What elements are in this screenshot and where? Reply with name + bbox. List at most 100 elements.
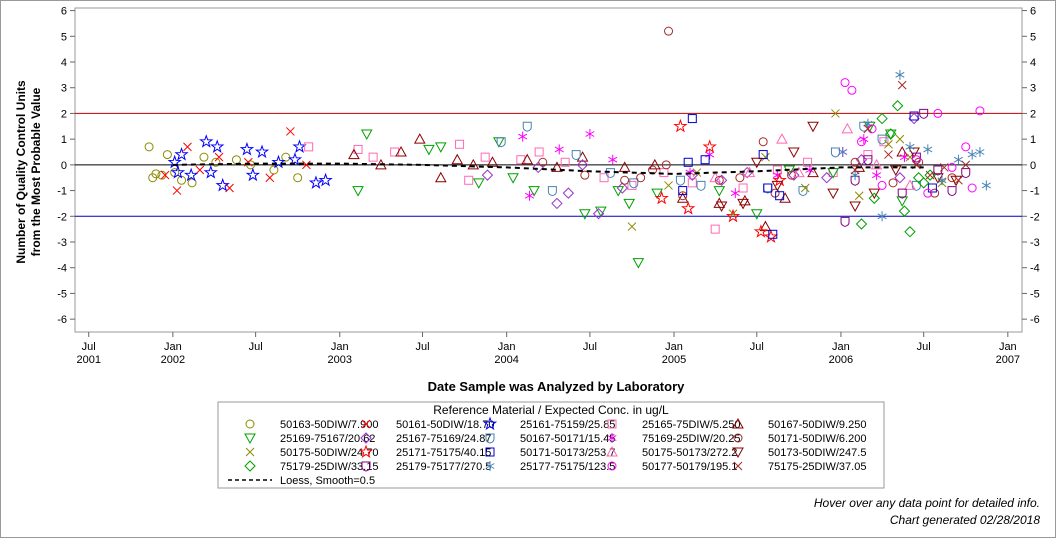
data-point: [803, 157, 813, 167]
data-point: [827, 188, 839, 200]
data-point: [629, 178, 639, 189]
data-point: [919, 108, 929, 119]
data-point: [924, 169, 936, 181]
legend-entry-label: 50167-50DIW/9.250: [768, 419, 866, 431]
data-point: [975, 147, 985, 157]
y-tick-label-right: 2: [1030, 108, 1036, 120]
data-point: [930, 188, 940, 198]
data-point: [413, 133, 426, 144]
data-point: [840, 78, 850, 88]
y-tick-label-right: 6: [1030, 6, 1036, 18]
data-point: [467, 158, 480, 170]
x-tick-label: Jul: [249, 341, 263, 353]
data-point: [855, 154, 868, 166]
x-tick-label: Jan: [832, 341, 850, 353]
legend: 50163-50DIW/7.900 50161-50DIW/18.70 25161-…: [217, 401, 885, 489]
data-point: [683, 157, 693, 167]
data-point: [884, 139, 893, 149]
data-point: [895, 69, 905, 80]
legend-marker: [607, 433, 617, 443]
data-point: [580, 170, 590, 180]
x-tick-year-label: 2007: [996, 354, 1020, 366]
data-point: [160, 170, 170, 180]
y-tick-label-right: 0: [1030, 160, 1036, 172]
data-point: [954, 175, 963, 185]
data-point: [592, 208, 605, 220]
data-point: [879, 137, 889, 147]
data-point: [676, 192, 689, 203]
legend-entry-label: 50163-50DIW/7.900: [280, 419, 378, 431]
data-point: [664, 26, 674, 36]
data-point: [481, 169, 494, 181]
data-point: [967, 149, 977, 160]
data-point: [151, 169, 161, 179]
legend-entry-label: 50167-50171/15.45: [520, 433, 615, 445]
x-tick-label: Jan: [331, 341, 349, 353]
data-point: [923, 188, 933, 198]
data-point: [863, 155, 873, 166]
data-point: [855, 218, 868, 230]
data-point: [560, 157, 570, 167]
data-point: [521, 153, 534, 165]
y-tick-label: -4: [57, 263, 67, 275]
data-point: [889, 165, 902, 177]
data-point: [654, 190, 669, 205]
data-point: [271, 154, 286, 169]
data-point: [434, 142, 447, 153]
data-point: [917, 177, 930, 189]
data-point: [664, 181, 673, 190]
data-point: [605, 168, 615, 179]
legend-entry-label: 50161-50DIW/18.70: [396, 419, 494, 431]
legend-entry-label: 25169-75167/20.62: [280, 433, 375, 445]
x-tick-label: Jul: [415, 341, 429, 353]
data-point: [585, 129, 595, 139]
y-tick-label: 2: [61, 108, 67, 120]
data-point: [648, 158, 661, 170]
x-tick-year-label: 2002: [161, 354, 185, 366]
data-point: [850, 157, 860, 167]
data-point: [705, 149, 715, 160]
data-point: [595, 206, 607, 218]
data-point: [787, 170, 797, 180]
legend-loess-label: Loess, Smooth=0.5: [280, 475, 375, 487]
data-point: [909, 111, 919, 121]
data-point: [850, 175, 860, 186]
data-point: [868, 188, 881, 200]
data-point: [183, 142, 192, 152]
data-point: [856, 137, 866, 147]
legend-entry-label: 50175-50173/272.2: [642, 447, 737, 459]
y-tick-label: -3: [57, 237, 67, 249]
data-point: [651, 188, 663, 200]
data-point: [840, 216, 850, 227]
y-axis-label-line2: from the Most Probable Value: [29, 87, 43, 256]
legend-entry-label: 75175-25DIW/37.05: [768, 461, 866, 473]
data-point: [281, 152, 291, 162]
data-point: [714, 175, 724, 185]
legend-entry-label: 75169-25DIW/20.25: [642, 433, 740, 445]
y-tick-label-right: 1: [1030, 134, 1036, 146]
data-point: [187, 178, 197, 188]
x-tick-label: Jan: [498, 341, 516, 353]
data-point: [174, 147, 189, 161]
data-point: [434, 171, 447, 183]
data-point: [933, 165, 943, 176]
data-point: [599, 173, 609, 183]
data-point: [904, 179, 916, 190]
legend-marker: [732, 447, 744, 459]
legend-entry-label: 25167-75169/24.87: [396, 433, 491, 445]
data-point: [750, 209, 763, 220]
legend-entry-label: 25179-75177/270.5: [396, 461, 491, 473]
data-point: [771, 180, 784, 192]
data-point: [302, 160, 311, 170]
legend-marker: [733, 461, 743, 471]
data-point: [770, 188, 780, 198]
data-point: [215, 177, 230, 192]
data-point: [455, 139, 465, 149]
hover-note: Hover over any data point for detailed i…: [814, 496, 1040, 510]
data-point: [772, 172, 787, 187]
data-point: [863, 124, 873, 134]
data-point: [908, 147, 920, 159]
data-point: [876, 112, 888, 125]
data-point: [776, 133, 788, 144]
data-point: [395, 145, 407, 157]
